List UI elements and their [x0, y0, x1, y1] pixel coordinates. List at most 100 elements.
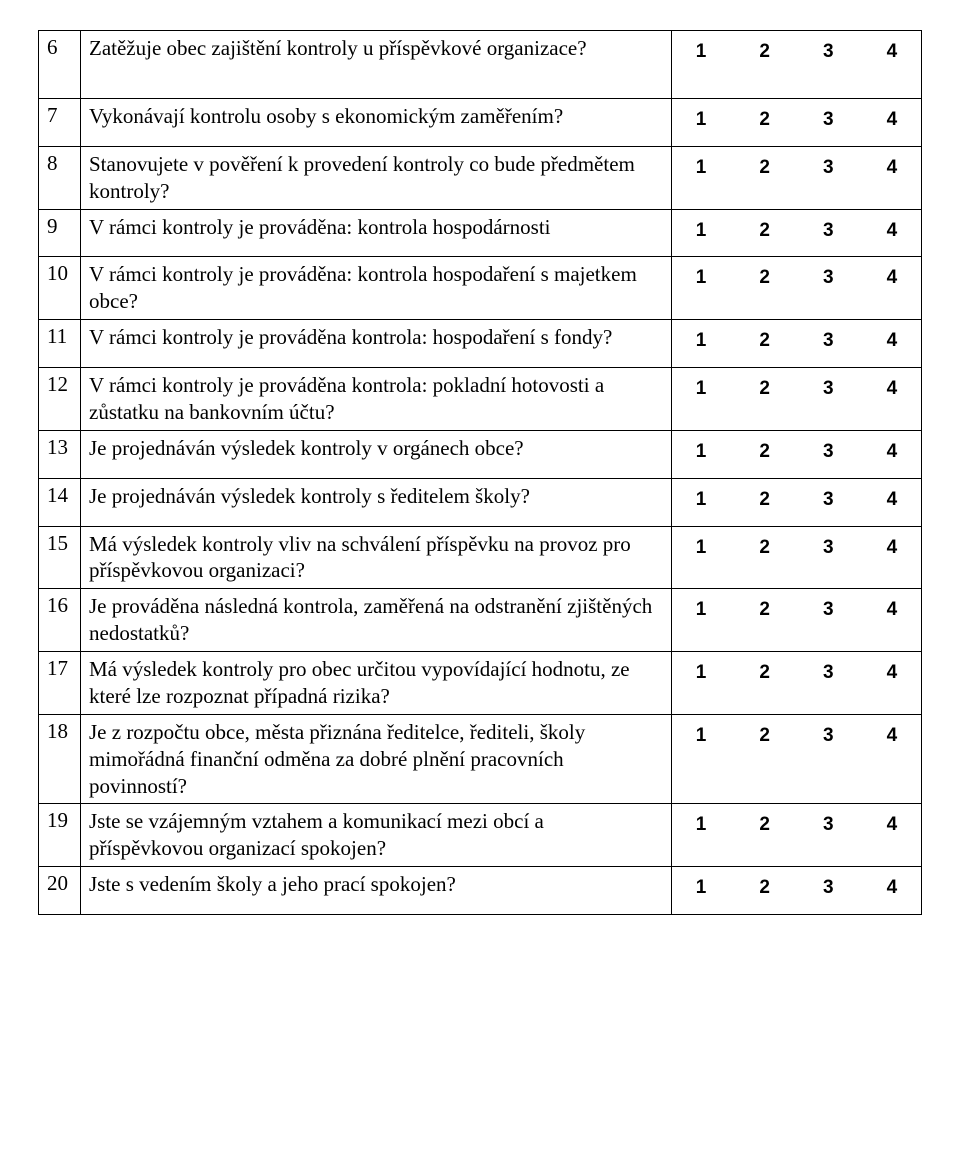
rating-option-3[interactable]: 3	[817, 441, 839, 463]
rating-option-3[interactable]: 3	[817, 157, 839, 179]
rating-option-4[interactable]: 4	[881, 662, 903, 684]
row-number: 13	[39, 430, 81, 478]
table-row: 9V rámci kontroly je prováděna: kontrola…	[39, 209, 922, 257]
rating-option-1[interactable]: 1	[690, 220, 712, 242]
question-label: Stanovujete v pověření k provedení kontr…	[89, 151, 663, 205]
rating-cell: 1 2 3 4	[672, 478, 922, 526]
rating-option-3[interactable]: 3	[817, 220, 839, 242]
rating-option-2[interactable]: 2	[754, 41, 776, 63]
rating-option-1[interactable]: 1	[690, 109, 712, 131]
rating-option-2[interactable]: 2	[754, 662, 776, 684]
table-row: 10V rámci kontroly je prováděna: kontrol…	[39, 257, 922, 320]
rating-option-1[interactable]: 1	[690, 725, 712, 747]
rating-option-3[interactable]: 3	[817, 877, 839, 899]
rating-option-1[interactable]: 1	[690, 489, 712, 511]
rating-option-2[interactable]: 2	[754, 599, 776, 621]
row-number: 15	[39, 526, 81, 589]
row-number: 18	[39, 714, 81, 804]
question-label: V rámci kontroly je prováděna: kontrola …	[89, 261, 663, 315]
rating-scale: 1 2 3 4	[680, 372, 913, 406]
rating-scale: 1 2 3 4	[680, 103, 913, 137]
question-label: V rámci kontroly je prováděna kontrola: …	[89, 324, 663, 351]
rating-option-3[interactable]: 3	[817, 489, 839, 511]
rating-option-4[interactable]: 4	[881, 41, 903, 63]
rating-option-4[interactable]: 4	[881, 220, 903, 242]
row-number: 14	[39, 478, 81, 526]
question-label: Zatěžuje obec zajištění kontroly u přísp…	[89, 35, 663, 62]
rating-option-4[interactable]: 4	[881, 267, 903, 289]
rating-option-4[interactable]: 4	[881, 537, 903, 559]
rating-option-3[interactable]: 3	[817, 378, 839, 400]
rating-option-4[interactable]: 4	[881, 599, 903, 621]
question-text: Je projednáván výsledek kontroly s ředit…	[81, 478, 672, 526]
rating-option-3[interactable]: 3	[817, 41, 839, 63]
rating-option-2[interactable]: 2	[754, 267, 776, 289]
rating-option-4[interactable]: 4	[881, 109, 903, 131]
question-label: Jste se vzájemným vztahem a komunikací m…	[89, 808, 663, 862]
question-text: V rámci kontroly je prováděna kontrola: …	[81, 320, 672, 368]
rating-option-4[interactable]: 4	[881, 725, 903, 747]
question-label: Jste s vedením školy a jeho prací spokoj…	[89, 871, 663, 898]
rating-option-4[interactable]: 4	[881, 157, 903, 179]
question-text: Zatěžuje obec zajištění kontroly u přísp…	[81, 31, 672, 99]
question-label: Je z rozpočtu obce, města přiznána ředit…	[89, 719, 663, 800]
row-number: 17	[39, 652, 81, 715]
rating-option-4[interactable]: 4	[881, 877, 903, 899]
rating-option-1[interactable]: 1	[690, 662, 712, 684]
rating-option-3[interactable]: 3	[817, 330, 839, 352]
row-number: 6	[39, 31, 81, 99]
row-number: 12	[39, 368, 81, 431]
rating-scale: 1 2 3 4	[680, 435, 913, 469]
rating-scale: 1 2 3 4	[680, 483, 913, 517]
rating-option-2[interactable]: 2	[754, 441, 776, 463]
rating-scale: 1 2 3 4	[680, 151, 913, 185]
rating-option-4[interactable]: 4	[881, 378, 903, 400]
rating-option-2[interactable]: 2	[754, 220, 776, 242]
rating-scale: 1 2 3 4	[680, 871, 913, 905]
rating-option-2[interactable]: 2	[754, 489, 776, 511]
rating-option-3[interactable]: 3	[817, 537, 839, 559]
question-text: V rámci kontroly je prováděna: kontrola …	[81, 257, 672, 320]
rating-cell: 1 2 3 4	[672, 209, 922, 257]
row-number: 16	[39, 589, 81, 652]
rating-option-1[interactable]: 1	[690, 814, 712, 836]
rating-option-2[interactable]: 2	[754, 109, 776, 131]
rating-option-2[interactable]: 2	[754, 814, 776, 836]
rating-option-2[interactable]: 2	[754, 725, 776, 747]
rating-option-2[interactable]: 2	[754, 877, 776, 899]
rating-option-4[interactable]: 4	[881, 330, 903, 352]
rating-cell: 1 2 3 4	[672, 430, 922, 478]
row-number: 8	[39, 146, 81, 209]
rating-option-4[interactable]: 4	[881, 441, 903, 463]
rating-option-1[interactable]: 1	[690, 877, 712, 899]
rating-option-1[interactable]: 1	[690, 41, 712, 63]
row-number: 11	[39, 320, 81, 368]
rating-option-3[interactable]: 3	[817, 814, 839, 836]
rating-option-4[interactable]: 4	[881, 489, 903, 511]
rating-option-1[interactable]: 1	[690, 599, 712, 621]
question-text: Jste s vedením školy a jeho prací spokoj…	[81, 867, 672, 915]
rating-option-3[interactable]: 3	[817, 662, 839, 684]
question-text: Je projednáván výsledek kontroly v orgán…	[81, 430, 672, 478]
rating-cell: 1 2 3 4	[672, 526, 922, 589]
rating-option-1[interactable]: 1	[690, 537, 712, 559]
rating-option-2[interactable]: 2	[754, 330, 776, 352]
rating-option-3[interactable]: 3	[817, 725, 839, 747]
rating-option-3[interactable]: 3	[817, 599, 839, 621]
rating-option-1[interactable]: 1	[690, 157, 712, 179]
rating-scale: 1 2 3 4	[680, 719, 913, 753]
question-text: Vykonávají kontrolu osoby s ekonomickým …	[81, 98, 672, 146]
rating-option-1[interactable]: 1	[690, 330, 712, 352]
rating-option-4[interactable]: 4	[881, 814, 903, 836]
rating-option-1[interactable]: 1	[690, 267, 712, 289]
rating-option-3[interactable]: 3	[817, 109, 839, 131]
rating-option-2[interactable]: 2	[754, 537, 776, 559]
rating-option-1[interactable]: 1	[690, 441, 712, 463]
rating-option-2[interactable]: 2	[754, 157, 776, 179]
rating-option-3[interactable]: 3	[817, 267, 839, 289]
table-row: 7Vykonávají kontrolu osoby s ekonomickým…	[39, 98, 922, 146]
rating-option-2[interactable]: 2	[754, 378, 776, 400]
rating-cell: 1 2 3 4	[672, 146, 922, 209]
table-row: 18Je z rozpočtu obce, města přiznána řed…	[39, 714, 922, 804]
rating-option-1[interactable]: 1	[690, 378, 712, 400]
